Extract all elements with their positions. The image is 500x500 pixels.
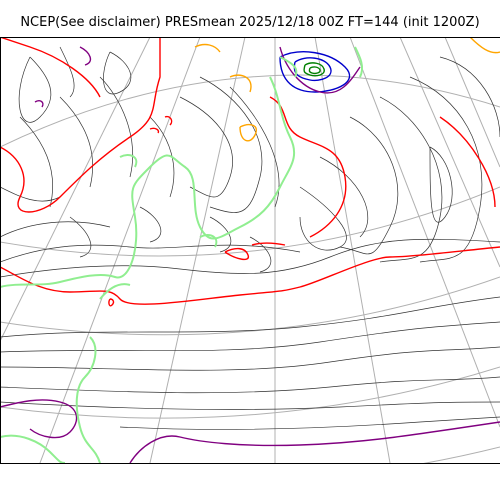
- isobar-line: [59, 46, 75, 98]
- isobar-line: [439, 56, 500, 138]
- isobar-1012-line: [269, 96, 347, 238]
- isobar-line: [379, 96, 443, 263]
- isobar-line: [0, 321, 500, 353]
- isobar-line: [249, 236, 272, 273]
- isobar-1012-line: [0, 37, 161, 213]
- isobar-line: [0, 221, 111, 238]
- isobar-contours: [0, 46, 500, 430]
- isobar-1012-line: [224, 247, 249, 261]
- low-pressure-center-ring: [293, 57, 332, 82]
- isobar-purple-line: [34, 100, 44, 108]
- isobar-purple-line: [279, 46, 361, 94]
- isobar-line: [99, 76, 134, 178]
- parallel-line: [0, 186, 500, 257]
- meridian-line: [349, 37, 500, 428]
- isobar-1012-contours: [0, 37, 500, 307]
- isobar-orange-line: [239, 123, 257, 142]
- isobar-line: [319, 156, 369, 238]
- isobar-line: [19, 116, 54, 208]
- isobar-extreme-contours: [0, 37, 500, 463]
- coastline-segment: [75, 336, 101, 463]
- coastline-segment: [279, 56, 298, 78]
- parallel-line: [0, 74, 500, 148]
- isobar-orange-line: [229, 74, 252, 93]
- isobar-line: [429, 146, 453, 223]
- parallel-line: [423, 446, 500, 463]
- low-pressure-core-ring: [303, 62, 325, 77]
- isobar-1012-line: [164, 115, 173, 126]
- coastline-segment: [119, 154, 138, 168]
- isobar-line: [119, 416, 500, 430]
- meridian-line: [399, 37, 500, 268]
- low-pressure-core-ring: [308, 66, 321, 75]
- coastline-segment: [354, 46, 364, 78]
- coastline-segment: [199, 234, 218, 248]
- isobar-line: [0, 244, 301, 263]
- coastline: [0, 46, 364, 463]
- low-pressure-center-ring: [279, 51, 351, 93]
- isobar-line: [409, 76, 483, 263]
- isobar-purple-line: [79, 46, 92, 66]
- isobar-line: [339, 116, 399, 255]
- isobar-line: [0, 296, 500, 338]
- isobar-orange-line: [194, 43, 221, 53]
- isobar-line: [149, 116, 175, 198]
- graticule-grid: [0, 37, 500, 463]
- isobar-1012-line: [0, 37, 101, 98]
- isobar-line: [18, 56, 52, 123]
- isobar-1012-line: [439, 116, 496, 208]
- isobar-orange-line: [469, 37, 500, 54]
- meridian-line: [39, 37, 201, 463]
- isobar-line: [139, 206, 162, 243]
- isobar-1012-line: [251, 242, 286, 246]
- isobar-line: [103, 51, 132, 95]
- isobar-line: [199, 76, 263, 213]
- weather-map[interactable]: [0, 37, 500, 463]
- isobar-purple-line: [129, 421, 500, 463]
- isobar-line: [0, 401, 500, 410]
- isobar-line: [209, 216, 232, 253]
- isobar-line: [59, 96, 94, 188]
- coastline-segment: [0, 76, 296, 288]
- parallel-line: [0, 276, 500, 336]
- isobar-1012-line: [108, 298, 115, 307]
- isobar-line: [69, 216, 92, 258]
- parallel-line: [0, 366, 500, 419]
- meridian-line: [0, 37, 151, 343]
- isobar-1012-line: [0, 246, 500, 305]
- meridian-line: [444, 37, 500, 168]
- meridian-line: [149, 37, 246, 463]
- isobar-line: [0, 186, 61, 202]
- isobar-line: [0, 346, 500, 371]
- isobar-line: [0, 376, 500, 394]
- map-title: NCEP(See disclaimer) PRESmean 2025/12/18…: [20, 15, 480, 30]
- isobar-1012-line: [149, 127, 160, 134]
- isobar-line: [229, 86, 280, 208]
- isobar-line: [179, 96, 233, 198]
- isobar-line: [0, 238, 500, 278]
- isobar-purple-line: [0, 399, 78, 439]
- coastline-segment: [0, 434, 66, 463]
- coastline-segment: [99, 283, 131, 300]
